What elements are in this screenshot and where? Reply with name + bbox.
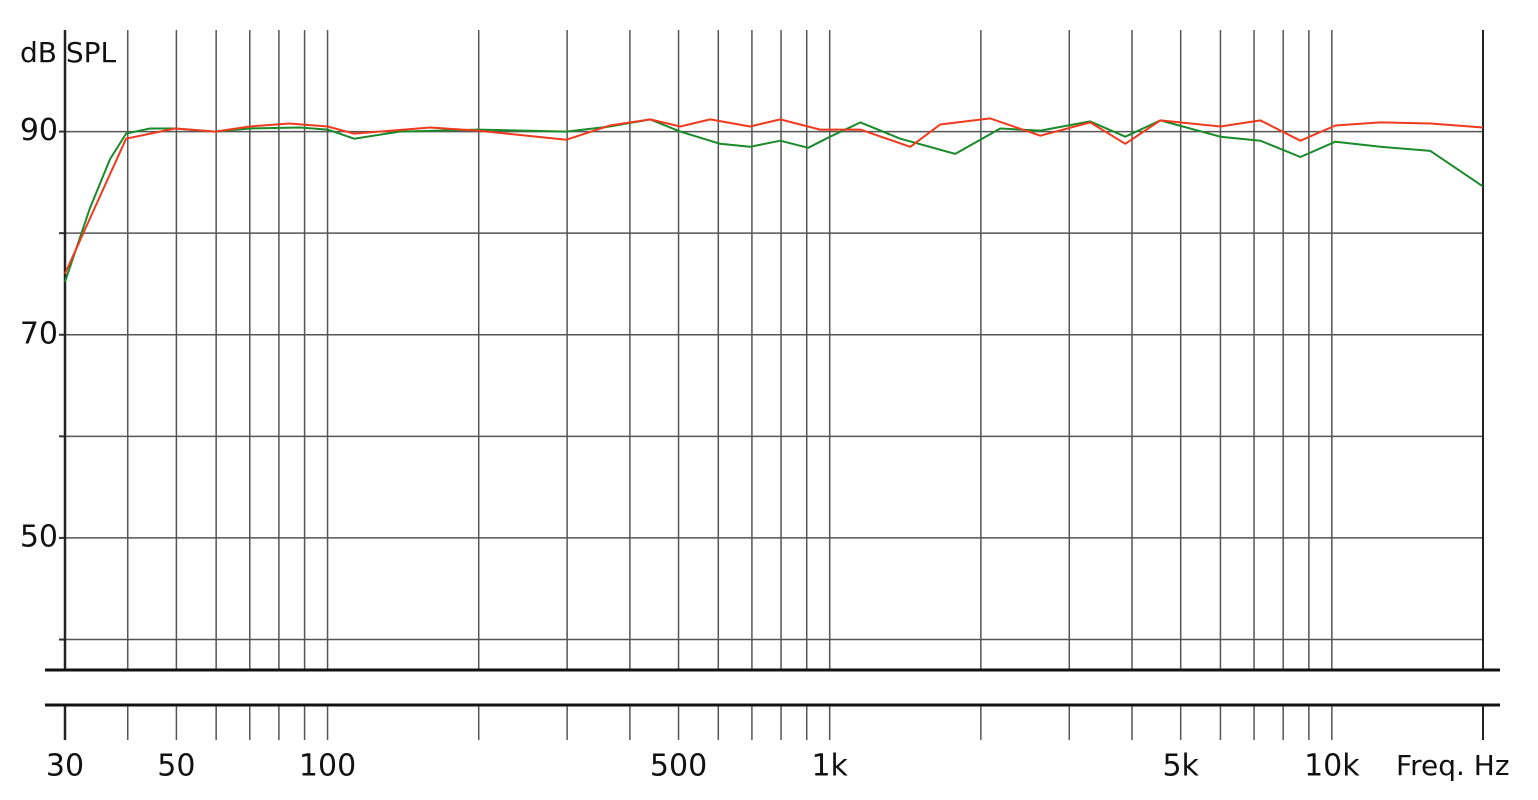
- y-tick-label: 90: [20, 113, 58, 148]
- x-tick-label: 5k: [1162, 749, 1199, 784]
- x-tick-label: 10k: [1304, 749, 1360, 784]
- y-axis-label: dB SPL: [20, 36, 117, 69]
- series-line: [64, 117, 1484, 275]
- x-tick-label: 1k: [811, 749, 848, 784]
- y-tick-label: 70: [20, 316, 58, 351]
- x-tick-label: 500: [650, 749, 707, 784]
- y-tick-label: 50: [20, 519, 58, 554]
- x-tick-label: 50: [157, 749, 195, 784]
- x-axis-label: Freq. Hz: [1396, 749, 1510, 782]
- x-tick-label: 100: [299, 749, 356, 784]
- x-tick-label: 30: [46, 749, 84, 784]
- series-line: [64, 118, 1484, 283]
